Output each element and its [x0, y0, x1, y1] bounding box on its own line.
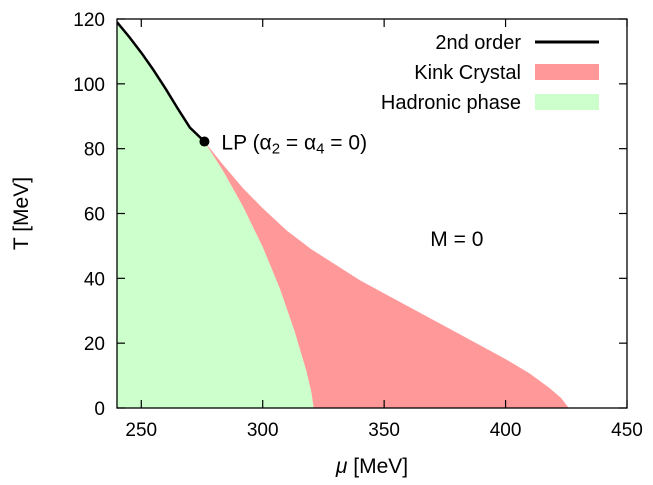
lines-layer: [117, 21, 206, 143]
y-tick-label: 100: [73, 75, 105, 96]
landau-point-label: LP (α2 = α4 = 0): [221, 132, 367, 158]
annotations-layer: M = 0: [430, 228, 483, 251]
ticks-layer: 250 300 350 400 450 0 20 40 60 80 100 120: [73, 10, 643, 441]
y-tick-label: 20: [84, 334, 105, 355]
landau-point-marker: [199, 136, 210, 147]
legend-label-hadronic-phase: Hadronic phase: [381, 92, 521, 114]
x-tick-label: 250: [125, 420, 157, 441]
region-hadronic-phase: [117, 22, 314, 408]
y-axis-label: T [MeV]: [10, 177, 33, 250]
legend-swatch-kink-crystal: [535, 64, 599, 80]
region-kink-crystal: [204, 141, 569, 408]
y-tick-label: 40: [84, 269, 105, 290]
y-tick-label: 60: [84, 205, 105, 226]
y-tick-label: 0: [94, 399, 105, 420]
line-2nd-order: [117, 21, 206, 143]
legend-label-kink-crystal: Kink Crystal: [414, 62, 521, 84]
x-axis-label: μ [MeV]: [335, 455, 408, 478]
y-tick-label: 80: [84, 140, 105, 161]
regions-layer: [117, 22, 569, 408]
legend-label-2nd-order: 2nd order: [435, 32, 521, 54]
x-tick-label: 300: [247, 420, 279, 441]
legend: 2nd order Kink Crystal Hadronic phase: [381, 32, 599, 114]
annotation-text: M = 0: [430, 228, 483, 251]
x-tick-label: 450: [611, 420, 643, 441]
legend-swatch-hadronic-phase: [535, 94, 599, 110]
markers-layer: LP (α2 = α4 = 0): [199, 132, 367, 158]
x-tick-label: 400: [490, 420, 522, 441]
y-tick-label: 120: [73, 10, 105, 31]
x-tick-label: 350: [368, 420, 400, 441]
